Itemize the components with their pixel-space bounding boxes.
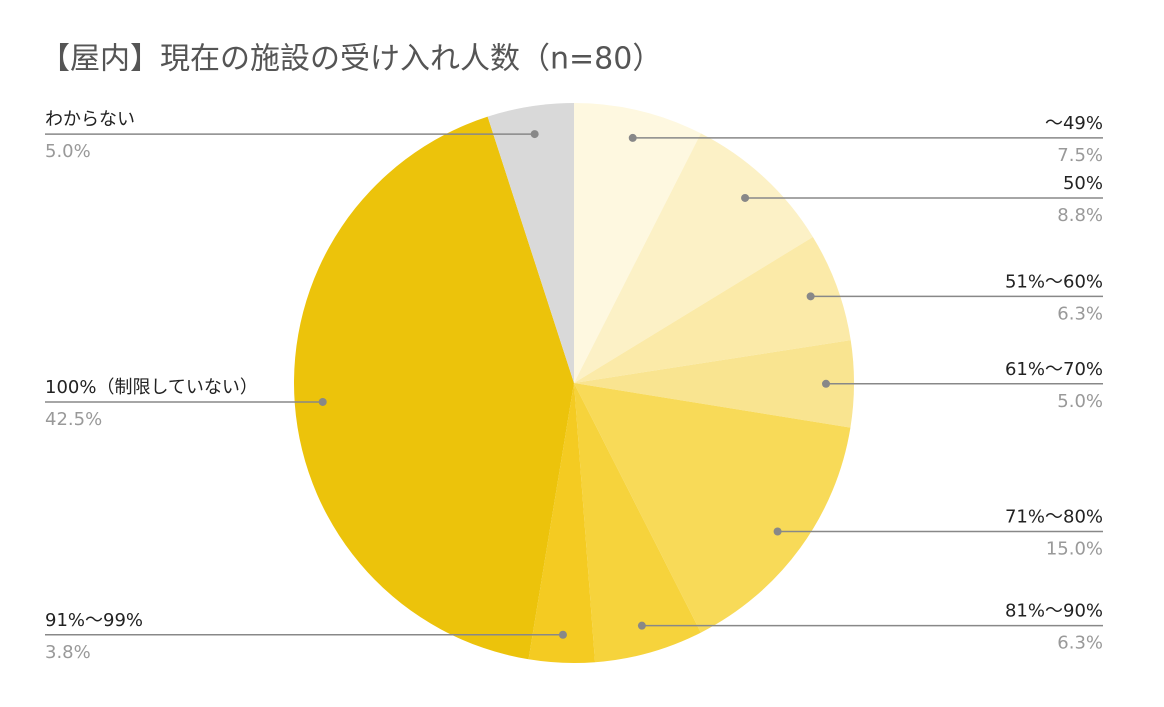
value-label: 3.8% [45,642,91,663]
leader-dot [806,292,815,301]
value-label: 5.0% [1057,391,1103,412]
chart-title: 【屋内】現在の施設の受け入れ人数（n=80） [40,42,662,77]
value-label: 8.8% [1057,205,1103,226]
value-label: 6.3% [1057,633,1103,654]
pie-slice [293,116,574,660]
slice-label: わからない [45,109,135,130]
leader-dot [637,621,646,630]
leader-dot [821,379,830,388]
slice-label: 61%～70% [1005,359,1103,380]
slice-label: 100%（制限していない） [45,377,258,398]
value-label: 7.5% [1057,145,1103,166]
pie-slice [487,103,574,383]
value-label: 6.3% [1057,303,1103,324]
slice-label: 50% [1063,173,1103,194]
leader-dot [628,133,637,142]
value-label: 5.0% [45,141,91,162]
slice-label: ～49% [1045,113,1103,134]
value-label: 15.0% [1046,539,1103,560]
pie-slice [574,103,701,383]
leader-dot [773,527,782,536]
leader-dot [530,130,539,139]
pie-slice [574,383,701,663]
pie-slice [574,236,851,383]
value-label: 42.5% [45,409,102,430]
slice-label: 81%～90% [1005,601,1103,622]
pie-slice [574,383,851,633]
slice-label: 71%～80% [1005,507,1103,528]
pie-slice [574,133,813,383]
slice-label: 51%～60% [1005,271,1103,292]
leader-dot [318,397,327,406]
leader-dot [741,193,750,202]
slice-label: 91%～99% [45,610,143,631]
pie-slice [574,340,855,428]
pie-slice [528,383,596,664]
leader-dot [558,630,567,639]
